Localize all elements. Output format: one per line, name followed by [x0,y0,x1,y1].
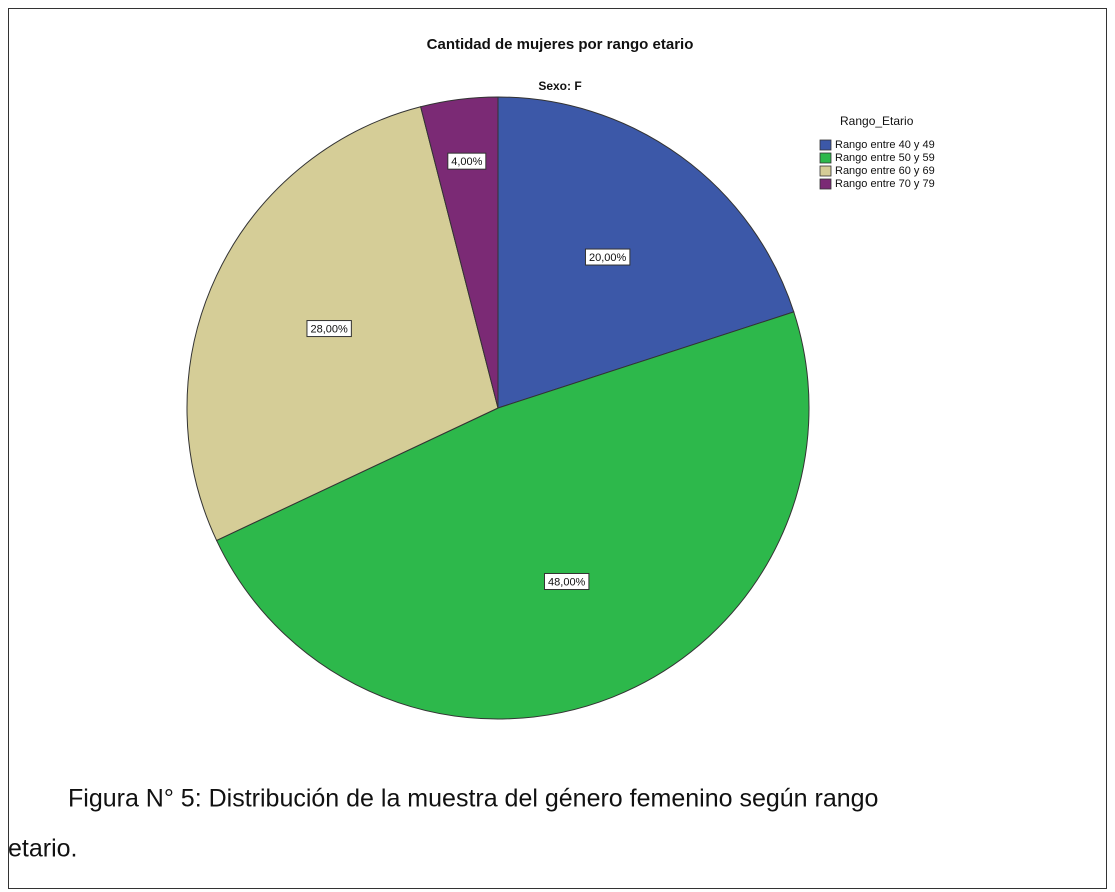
legend-label: Rango entre 70 y 79 [835,178,935,190]
data-label-box [543,572,590,590]
data-label: 4,00% [451,156,482,168]
legend-swatch [819,139,832,151]
legend-title: Rango_Etario [840,114,914,128]
chart-subtitle: Sexo: F [538,79,581,93]
data-label-box [584,248,631,266]
data-label: 28,00% [311,323,349,335]
legend-swatch [819,178,832,190]
legend-label: Rango entre 60 y 69 [835,165,935,177]
legend-swatch [819,165,832,177]
legend-label: Rango entre 40 y 49 [835,139,935,151]
data-label-box [306,320,352,338]
pie-slice [497,96,795,409]
caption: etario. [8,835,77,863]
data-label: 20,00% [589,252,627,264]
data-label: 48,00% [548,576,586,588]
legend-label: Rango entre 50 y 59 [835,152,935,164]
caption: Figura N° 5: Distribución de la muestra … [68,785,878,813]
data-label-box [447,152,487,170]
pie-slice [215,311,810,720]
legend-swatch [819,152,832,164]
pie-slice [420,96,499,409]
chart-title: Cantidad de mujeres por rango etario [427,36,694,53]
